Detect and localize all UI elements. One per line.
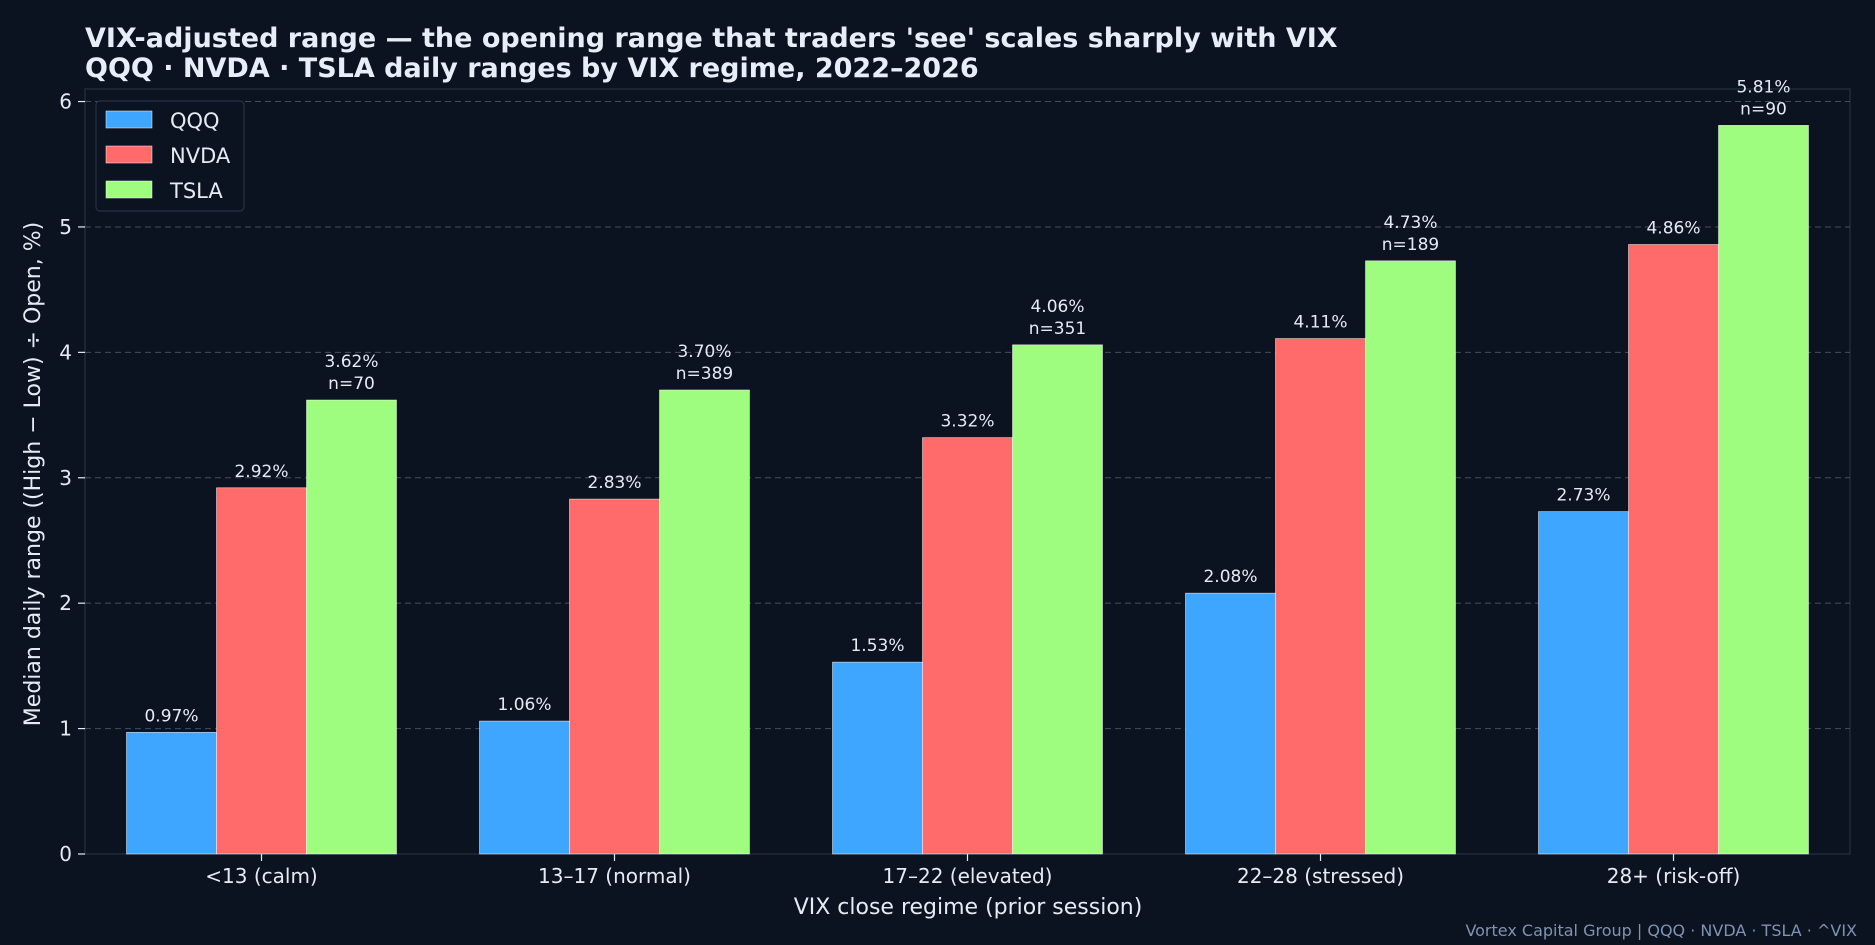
x-axis-label: VIX close regime (prior session) [794,895,1143,920]
data-label-value: 1.53% [850,636,904,656]
chart-title: VIX-adjusted range — the opening range t… [85,23,1338,54]
y-tick-label: 6 [59,90,72,114]
data-label-value: 3.32% [940,412,994,432]
bar-tsla [1365,260,1456,855]
data-label-value: 4.06% [1030,297,1084,317]
bar-nvda [1628,244,1719,855]
y-tick-label: 4 [59,340,72,364]
bar-nvda [216,487,307,855]
y-axis-label: Median daily range ((High − Low) ÷ Open,… [21,222,46,726]
data-label-value: 2.08% [1203,567,1257,587]
data-label-value: 1.06% [497,695,551,715]
data-label-value: 4.73% [1383,213,1437,233]
data-label-sample-size: n=351 [1029,319,1086,339]
data-label-value: 2.73% [1556,486,1610,506]
chart-subtitle: QQQ · NVDA · TSLA daily ranges by VIX re… [85,53,979,84]
x-tick-label: <13 (calm) [205,864,317,888]
legend-label-tsla: TSLA [169,179,223,203]
data-label-value: 2.83% [587,473,641,493]
data-label-sample-size: n=70 [328,374,375,394]
bar-qqq [1185,592,1276,855]
legend-swatch-qqq [105,110,153,129]
y-tick-label: 3 [59,466,72,490]
credit-text: Vortex Capital Group | QQQ · NVDA · TSLA… [1465,921,1857,940]
bar-qqq [832,661,923,855]
data-label-value: 4.86% [1646,219,1700,239]
data-label-sample-size: n=189 [1382,235,1439,255]
x-tick-label: 22–28 (stressed) [1237,864,1404,888]
y-tick-label: 1 [59,717,72,741]
data-label-value: 2.92% [234,462,288,482]
legend: QQQ NVDA TSLA [95,100,245,212]
bar-tsla [306,399,397,855]
data-label-value: 4.11% [1293,313,1347,333]
x-tick-label: 28+ (risk-off) [1607,864,1741,888]
bar-nvda [1275,338,1366,855]
y-tick-label: 0 [59,842,72,866]
x-tick-label: 13–17 (normal) [538,864,691,888]
bar-qqq [1538,511,1629,855]
data-label-value: 3.62% [324,352,378,372]
legend-label-nvda: NVDA [170,144,231,168]
bar-tsla [1718,125,1809,855]
bars [126,125,1809,855]
y-tick-label: 2 [59,591,72,615]
bar-qqq [479,720,570,855]
data-label-sample-size: n=389 [676,364,733,384]
x-tick-label: 17–22 (elevated) [883,864,1053,888]
bar-tsla [659,389,750,855]
legend-swatch-tsla [105,180,153,199]
data-label-sample-size: n=90 [1740,99,1787,119]
data-label-value: 3.70% [677,342,731,362]
legend-swatch-nvda [105,145,153,164]
bar-qqq [126,732,217,855]
data-label-value: 5.81% [1736,77,1790,97]
bar-tsla [1012,344,1103,855]
data-label-value: 0.97% [144,706,198,726]
bar-nvda [569,498,660,855]
bar-nvda [922,437,1013,855]
y-tick-label: 5 [59,215,72,239]
legend-label-qqq: QQQ [170,109,220,133]
